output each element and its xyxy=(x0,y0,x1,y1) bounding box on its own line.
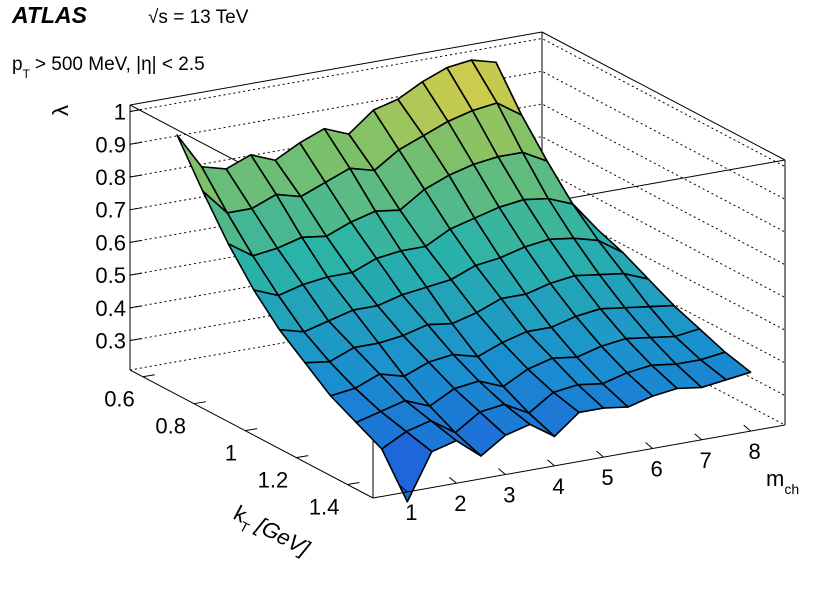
x-axis-label: mch xyxy=(766,466,799,497)
y-tick xyxy=(296,455,309,459)
z-tick-label: 0.5 xyxy=(95,263,126,288)
z-tick-label: 0.6 xyxy=(95,230,126,255)
y-tick-label: 1.2 xyxy=(258,468,289,493)
y-tick-label: 1 xyxy=(225,441,237,466)
x-tick-label: 8 xyxy=(749,439,761,464)
cut-sub: T xyxy=(23,67,31,81)
y-tick xyxy=(245,428,258,432)
z-tick-label: 1 xyxy=(114,100,126,125)
y-axis-line xyxy=(129,369,374,499)
x-tick xyxy=(498,468,506,475)
surface-cell xyxy=(380,430,433,503)
z-tick-label: 0.9 xyxy=(95,132,126,157)
x-tick-label: 4 xyxy=(552,474,564,499)
z-tick xyxy=(129,207,143,211)
x-tick-label: 1 xyxy=(405,500,417,525)
z-tick xyxy=(129,305,143,309)
x-tick xyxy=(694,433,702,441)
cut-label: pT > 500 MeV, |η| < 2.5 xyxy=(12,54,205,81)
z-tick-label: 0.3 xyxy=(95,329,126,354)
x-tick xyxy=(547,459,555,467)
surface xyxy=(176,59,752,503)
x-tick-label: 5 xyxy=(601,465,613,490)
box-edge xyxy=(541,31,786,161)
z-tick-label: 0.4 xyxy=(95,296,126,321)
y-axis-label: kT[GeV] xyxy=(227,500,314,565)
x-tick-label: 3 xyxy=(503,483,515,508)
x-tick xyxy=(743,424,751,432)
z-tick xyxy=(129,239,143,243)
cut-rest: > 500 MeV, |η| < 2.5 xyxy=(35,54,205,75)
cut-main: p xyxy=(12,54,23,75)
x-tick xyxy=(449,476,457,484)
grid-line xyxy=(129,70,786,200)
grid-line xyxy=(129,38,786,167)
x-label-main: m xyxy=(766,466,784,491)
x-tick xyxy=(596,450,604,458)
z-tick xyxy=(129,272,143,276)
z-tick xyxy=(129,174,143,178)
chart-title: ATLAS xyxy=(11,2,88,28)
y-label-unit: [GeV] xyxy=(251,512,314,561)
grid-line xyxy=(129,234,786,364)
chart-subtitle: √s = 13 TeV xyxy=(148,7,249,28)
z-tick-label: 0.7 xyxy=(95,198,126,223)
grid-line xyxy=(129,201,786,331)
x-tick-label: 6 xyxy=(650,456,662,481)
x-tick-label: 2 xyxy=(454,491,466,516)
axes: 0.3 0.4 0.5 0.6 0.7 0.8 0.9 1 0.6 0.8 1 1.2 1.4 1 2 3 4 5… xyxy=(95,100,786,525)
y-tick xyxy=(193,401,207,405)
y-tick-label: 0.6 xyxy=(104,387,135,412)
y-tick-label: 0.8 xyxy=(155,414,186,439)
y-tick-label: 1.4 xyxy=(309,495,340,520)
x-tick-label: 7 xyxy=(699,448,711,473)
z-tick xyxy=(129,141,143,145)
z-tick xyxy=(129,109,143,113)
z-axis-label: λ xyxy=(48,105,73,116)
grid-line xyxy=(129,168,786,298)
y-tick xyxy=(347,482,360,486)
grid-line xyxy=(129,103,786,233)
x-tick xyxy=(400,485,408,493)
box-edge xyxy=(129,31,543,106)
x-label-sub: ch xyxy=(784,481,799,497)
x-tick xyxy=(645,442,653,449)
grid-line xyxy=(129,136,786,266)
x-axis-line xyxy=(372,424,786,499)
y-tick xyxy=(142,374,155,378)
z-tick xyxy=(129,338,143,342)
z-tick-label: 0.8 xyxy=(95,165,126,190)
